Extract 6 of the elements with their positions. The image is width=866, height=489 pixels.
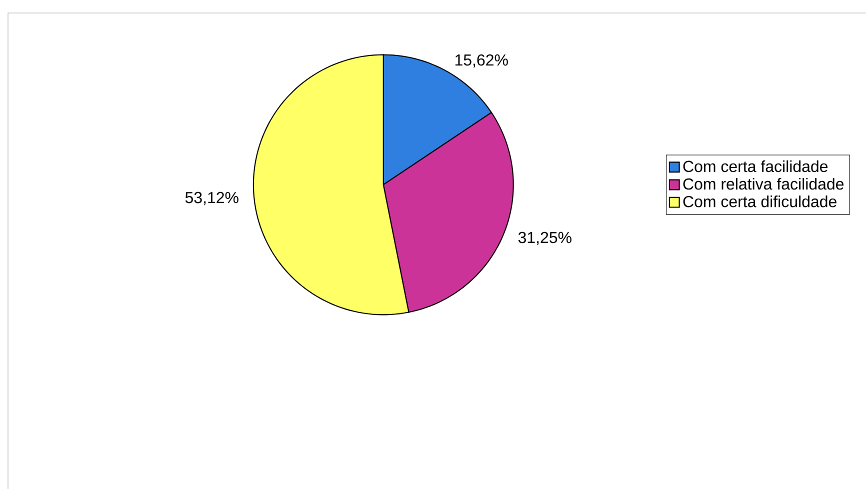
data-label: 15,62%: [455, 54, 508, 68]
legend-label: Com relativa facilidade: [683, 178, 844, 190]
legend-label: Com certa dificuldade: [683, 195, 836, 208]
data-label: 31,25%: [518, 232, 572, 245]
data-label: 53,12%: [185, 192, 238, 206]
legend-label: Com certa facilidade: [683, 160, 828, 172]
